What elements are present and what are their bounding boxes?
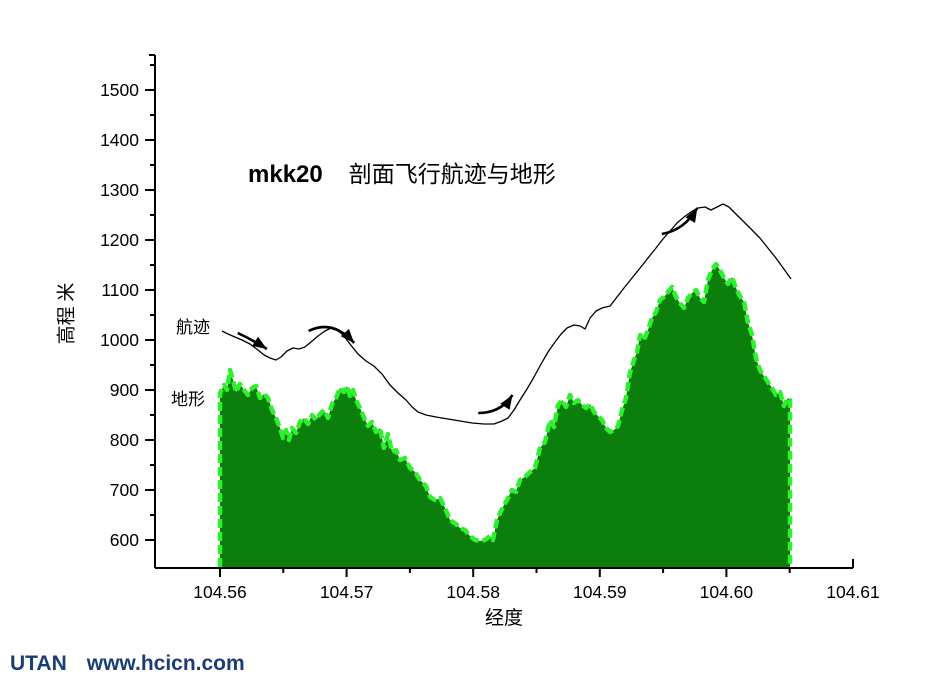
watermark: UTAN www.hcicn.com	[10, 652, 245, 676]
x-tick-label: 104.58	[446, 582, 500, 602]
y-tick-label: 1400	[100, 130, 139, 150]
y-tick-label: 1500	[100, 80, 139, 100]
x-tick-label: 104.59	[573, 582, 627, 602]
terrain-edge	[217, 261, 793, 567]
y-tick-label: 700	[110, 480, 139, 500]
flight-arrowhead-icon	[340, 328, 355, 343]
y-tick-label: 800	[110, 430, 139, 450]
y-tick-label: 600	[110, 530, 139, 550]
terrain-label: 地形	[171, 390, 205, 409]
x-axis-label: 经度	[484, 608, 523, 629]
flight-arrowhead-icon	[685, 208, 698, 223]
y-tick-label: 1100	[101, 280, 139, 300]
y-tick-label: 1000	[100, 330, 139, 350]
flight-arrowhead-icon	[252, 336, 267, 349]
y-tick-label: 900	[110, 380, 139, 400]
x-tick-label: 104.56	[193, 582, 247, 602]
watermark-brand: UTAN	[10, 652, 67, 675]
chart-title-model: mkk20	[248, 161, 323, 188]
x-tick-label: 104.60	[700, 582, 754, 602]
watermark-site: www.hcicn.com	[86, 652, 245, 675]
terrain-area	[220, 264, 790, 567]
y-tick-label: 1300	[100, 180, 139, 200]
y-axis-label: 高程 米	[56, 282, 78, 345]
chart-title: mkk20 剖面飞行航迹与地形	[248, 155, 556, 189]
chart-title-text: 剖面飞行航迹与地形	[348, 162, 556, 187]
y-tick-label: 1200	[100, 230, 139, 250]
flight-arrowhead-icon	[500, 395, 513, 410]
x-tick-label: 104.61	[826, 582, 880, 602]
flight-path-label: 航迹	[176, 318, 210, 337]
x-tick-label: 104.57	[320, 582, 374, 602]
